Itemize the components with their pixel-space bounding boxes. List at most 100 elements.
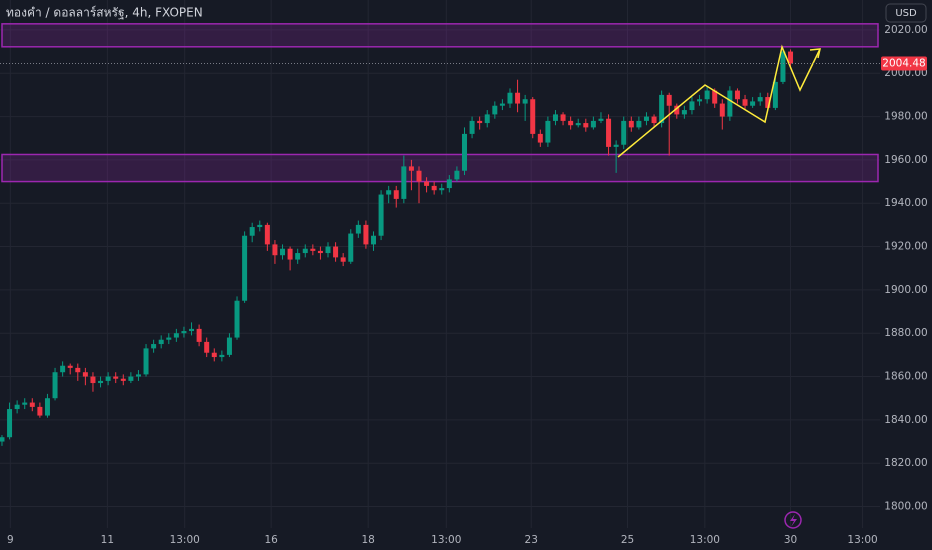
candle-body [37,406,43,416]
events-icon[interactable] [784,511,802,529]
candle-body [67,365,73,368]
candle-body [158,339,164,345]
x-tick-label: 16 [264,534,278,546]
candle-body [325,246,331,254]
candle-body [408,166,414,171]
y-tick-label: 1800.00 [884,501,927,513]
x-tick-label: 23 [525,534,538,546]
candle-body [348,233,354,262]
candle-body [22,402,28,405]
y-tick-label: 1860.00 [884,371,927,383]
candle-body [135,374,141,377]
candle-body [355,224,361,234]
candle-body [515,92,521,104]
candle-body [60,365,66,373]
x-tick-label: 9 [7,534,14,546]
candle-body [704,90,710,100]
candle-body [196,328,202,342]
candle-body [280,248,286,256]
candle-body [416,170,422,182]
candle-body [583,123,589,128]
candle-body [765,97,771,108]
candle-body [674,105,680,115]
zone [1,153,879,183]
y-tick-label: 1820.00 [884,457,927,469]
candle-body [7,409,13,438]
candle-body [750,101,756,106]
candle-body [219,354,225,358]
x-tick-label: 13:00 [170,534,200,546]
candle-body [128,376,134,381]
y-tick-label: 1880.00 [884,327,927,339]
candle-body [742,99,748,106]
candle-body [211,352,217,358]
candle-body [44,398,50,416]
candle-body [14,404,20,410]
candle-body [242,235,248,301]
candle-body [226,337,232,355]
candle-body [287,248,293,260]
candle-body [317,250,323,254]
candle-body [477,120,483,124]
chart-title: ทองคำ / ดอลลาร์สหรัฐ, 4h, FXOPEN [6,6,203,20]
axes: 1800.00 1820.00 1840.00 1860.00 1880.00 1900.… [0,24,928,546]
candle-body [636,120,642,128]
candle-body [310,248,316,251]
currency-label: USD [895,8,917,19]
candle-body [598,118,604,121]
candle-body [189,328,195,332]
currency-button[interactable] [885,3,927,23]
candle-body [29,402,35,407]
candle-body [492,105,498,115]
candle-body [151,344,157,349]
candle-body [257,224,263,228]
candle-body [590,120,596,128]
zone [1,23,879,48]
candle-body [575,123,581,126]
candle-body [302,248,308,254]
candle-body [697,99,703,102]
candle-body [295,253,301,260]
candle-body [0,437,5,442]
candle-body [469,120,475,134]
candle-body [727,90,733,117]
candle-body [52,372,58,399]
x-tick-label: 25 [621,534,634,546]
candle-body [333,246,339,258]
x-tick-label: 30 [784,534,797,546]
zigzag-drawing [617,44,821,158]
candle-body [681,110,687,115]
candle-body [643,116,649,121]
y-tick-label: 1940.00 [884,197,927,209]
candle-body [120,378,126,381]
candle-body [264,224,270,245]
candle-body [439,188,445,191]
candle-body [272,244,278,256]
candle-body [98,380,104,384]
candle-body [788,51,794,64]
zones [1,23,879,183]
candle-body [537,133,543,143]
candle-body [757,97,763,102]
candle-body [378,194,384,236]
last-price-label: 2004.48 [882,58,925,70]
candle-body [105,376,111,381]
candle-body [628,120,634,128]
y-tick-label: 1960.00 [884,154,927,166]
candle-body [689,101,695,111]
lightning [790,514,797,527]
x-tick-label: 13:00 [431,534,461,546]
candle-body [507,92,513,104]
candle-body [606,118,612,147]
last-price-box [881,56,927,71]
candle-body [522,99,528,104]
y-tick-label: 1980.00 [884,111,927,123]
candle-body [545,120,551,143]
candle-body [734,90,740,100]
candle-body [613,144,619,147]
y-tick-label: 1900.00 [884,284,927,296]
candle-body [249,227,255,236]
candle-body [712,90,718,104]
